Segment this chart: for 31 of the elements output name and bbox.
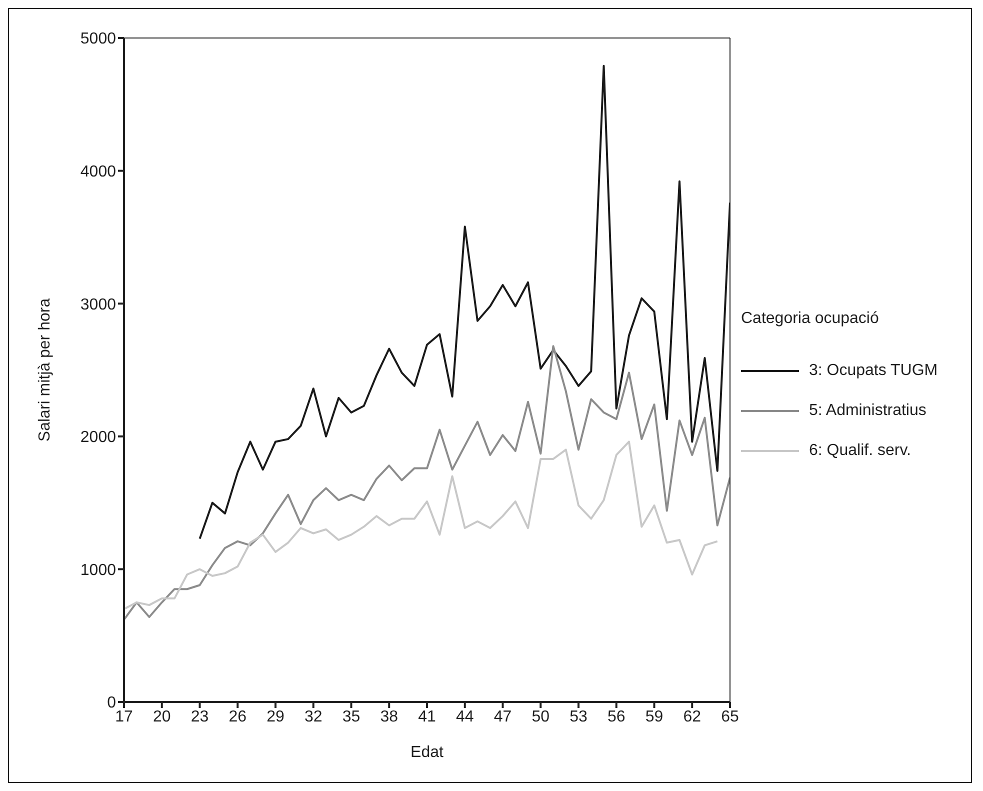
- x-tick-label: 41: [418, 708, 436, 726]
- legend-label: 5: Administratius: [809, 402, 926, 420]
- legend-title: Categoria ocupació: [741, 310, 880, 328]
- x-tick-label: 62: [683, 708, 702, 726]
- x-tick-label: 47: [494, 708, 512, 726]
- x-tick-label: 38: [380, 708, 398, 726]
- y-axis-title: Salari mitjà per hora: [36, 298, 54, 442]
- line-series: [124, 440, 718, 610]
- x-tick-label: 35: [342, 708, 360, 726]
- x-tick-label: 26: [228, 708, 247, 726]
- legend-label: 6: Qualif. serv.: [809, 442, 911, 460]
- x-tick-label: 32: [304, 708, 322, 726]
- legend-label: 3: Ocupats TUGM: [809, 362, 938, 380]
- x-tick-label: 59: [645, 708, 664, 726]
- x-axis-title: Edat: [410, 744, 444, 761]
- y-tick-label: 2000: [80, 429, 116, 446]
- x-tick-label: 50: [532, 708, 550, 726]
- line-series: [124, 345, 730, 621]
- y-tick-label: 5000: [80, 30, 116, 48]
- y-tick-label: 3000: [80, 296, 116, 314]
- x-tick-label: 20: [152, 708, 171, 726]
- x-tick-label: 44: [456, 708, 474, 726]
- x-tick-label: 29: [266, 708, 284, 726]
- x-tick-label: 23: [190, 708, 209, 726]
- y-tick-label: 0: [107, 694, 116, 712]
- y-tick-label: 1000: [80, 562, 116, 579]
- x-tick-label: 56: [607, 708, 626, 726]
- x-tick-label: 17: [115, 708, 133, 726]
- x-tick-label: 65: [721, 708, 739, 726]
- y-tick-label: 4000: [80, 163, 116, 180]
- x-tick-label: 53: [570, 708, 588, 726]
